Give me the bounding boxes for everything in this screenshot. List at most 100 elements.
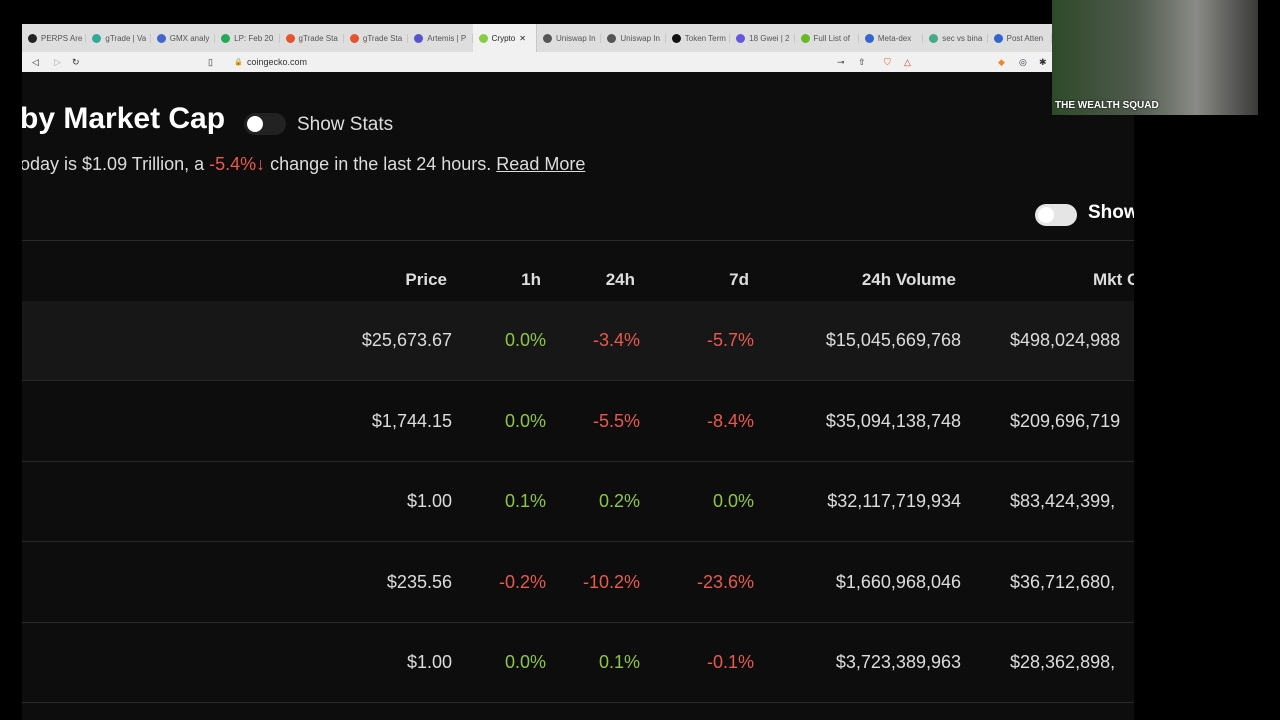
table-cell: 0.0% bbox=[504, 330, 546, 350]
table-row[interactable]: $25,673.67 0.0% -3.4% -5.7% $15,045,669,768 $… bbox=[22, 301, 1134, 381]
tab-title: Meta-dex bbox=[877, 33, 912, 43]
browser-tab[interactable]: Full List of bbox=[795, 33, 859, 43]
brave-shield-icon[interactable]: ⛉ bbox=[884, 56, 891, 67]
tab-strip: PERPS Are gTrade | Va GMX analy LP: Feb 20 g… bbox=[22, 24, 1052, 52]
browser-tab[interactable]: Uniswap In bbox=[601, 33, 666, 43]
market-summary: oday is $1.09 Trillion, a -5.4%↓ change … bbox=[22, 154, 585, 175]
table-cell: $25,673.67 bbox=[361, 330, 452, 350]
bookmark-icon[interactable]: ▯ bbox=[208, 56, 213, 67]
webcam-label: THE WEALTH SQUAD bbox=[1055, 100, 1159, 111]
show-label: Show bbox=[1088, 202, 1134, 223]
browser-tab[interactable]: 18 Gwei | 2 bbox=[730, 33, 795, 43]
table-cell: 0.0% bbox=[712, 491, 754, 511]
table-cell: -5.5% bbox=[592, 410, 640, 431]
table-cell: $36,712,680, bbox=[1010, 571, 1116, 592]
browser-tab[interactable]: Token Term bbox=[666, 33, 731, 43]
table-cell: $1,660,968,046 bbox=[835, 571, 961, 592]
table-cell: $1.00 bbox=[406, 491, 452, 511]
browser-tab[interactable]: Meta-dex bbox=[859, 33, 924, 43]
show-toggle[interactable] bbox=[1035, 204, 1077, 226]
url-field[interactable]: coingecko.com bbox=[247, 57, 308, 67]
table-cell: $3,723,389,963 bbox=[835, 652, 961, 672]
tab-favicon-icon bbox=[543, 33, 552, 43]
tab-favicon-icon bbox=[478, 33, 488, 43]
reload-icon[interactable]: ↻ bbox=[72, 56, 80, 67]
table-cell: -0.2% bbox=[498, 571, 546, 592]
table-cell: $83,424,399, bbox=[1010, 491, 1116, 511]
browser-tab[interactable]: gTrade Sta bbox=[280, 33, 344, 43]
browser-tab[interactable]: sec vs bina bbox=[923, 33, 988, 43]
browser-tab[interactable]: gTrade | Va bbox=[86, 33, 151, 43]
tab-favicon-icon bbox=[607, 33, 617, 43]
table-cell: $15,045,669,768 bbox=[825, 330, 961, 350]
tab-title: Post Atten bbox=[1006, 33, 1044, 43]
key-icon[interactable]: ⊸ bbox=[837, 56, 845, 67]
show-stats-toggle[interactable] bbox=[244, 113, 286, 135]
table-cell: 0.0% bbox=[504, 410, 546, 431]
summary-text: oday is $1.09 Trillion, a bbox=[22, 154, 210, 174]
table-cell: $35,094,138,748 bbox=[825, 410, 961, 431]
lock-icon: 🔒 bbox=[234, 59, 243, 66]
tab-favicon-icon bbox=[285, 33, 295, 43]
table-cell: -23.6% bbox=[696, 571, 754, 592]
metamask-icon[interactable]: ◆ bbox=[998, 56, 1005, 67]
tab-favicon-icon bbox=[864, 33, 874, 43]
browser-chrome: PERPS Are gTrade | Va GMX analy LP: Feb 20 g… bbox=[22, 24, 1052, 72]
table-cell: $1.00 bbox=[406, 652, 452, 672]
forward-icon[interactable]: ▷ bbox=[54, 56, 61, 67]
table-cell: 0.2% bbox=[598, 491, 640, 511]
extensions-puzzle-icon[interactable]: ✱ bbox=[1039, 56, 1047, 67]
tab-title: Uniswap In bbox=[556, 33, 596, 43]
column-header[interactable]: 24h bbox=[605, 270, 635, 289]
tab-title: GMX analy bbox=[169, 33, 210, 43]
table-cell: $28,362,898, bbox=[1010, 652, 1116, 672]
column-header[interactable]: Mkt C bbox=[1093, 270, 1134, 289]
tab-title: gTrade | Va bbox=[105, 33, 147, 43]
browser-tab[interactable]: gTrade Sta bbox=[344, 33, 409, 43]
table-cell: $32,117,719,934 bbox=[827, 491, 961, 511]
table-cell: $235.56 bbox=[386, 571, 452, 592]
tab-title: sec vs bina bbox=[942, 33, 983, 43]
browser-tab[interactable]: GMX analy bbox=[151, 33, 216, 43]
column-header[interactable]: Price bbox=[405, 270, 447, 289]
tab-favicon-icon bbox=[671, 33, 681, 43]
table-cell: $209,696,719 bbox=[1010, 410, 1121, 431]
market-change: -5.4%↓ bbox=[209, 154, 266, 174]
table-row[interactable]: $1.00 0.1% 0.2% 0.0% $32,117,719,934 $83,424,… bbox=[22, 462, 1134, 542]
read-more-link[interactable]: Read More bbox=[496, 154, 586, 174]
tab-title: gTrade Sta bbox=[298, 33, 338, 43]
brave-rewards-icon[interactable]: △ bbox=[904, 56, 911, 67]
table-row[interactable]: $1.00 0.0% 0.1% -0.1% $3,723,389,963 $28,362,… bbox=[22, 623, 1134, 703]
tab-title: 18 Gwei | 2 bbox=[749, 33, 790, 43]
back-icon[interactable]: ◁ bbox=[32, 56, 39, 67]
tab-favicon-icon bbox=[736, 33, 746, 43]
share-icon[interactable]: ⇧ bbox=[858, 56, 866, 67]
browser-tab[interactable]: Artemis | P bbox=[408, 33, 473, 43]
webcam-overlay: THE WEALTH SQUAD bbox=[1052, 0, 1258, 115]
tab-favicon-icon bbox=[92, 33, 102, 43]
tab-title: PERPS Are bbox=[41, 33, 83, 43]
browser-tab[interactable]: Post Atten bbox=[988, 33, 1052, 43]
tab-favicon-icon bbox=[414, 33, 424, 43]
browser-tab[interactable]: Crypto ✕ bbox=[472, 24, 537, 52]
table-cell: -3.4% bbox=[592, 330, 640, 350]
tab-favicon-icon bbox=[993, 33, 1003, 43]
extension-icon[interactable]: ◎ bbox=[1019, 56, 1027, 67]
browser-tab[interactable]: PERPS Are bbox=[22, 33, 87, 43]
column-header[interactable]: 1h bbox=[521, 270, 541, 289]
show-stats-label: Show Stats bbox=[297, 114, 394, 135]
column-header[interactable]: 7d bbox=[729, 270, 749, 289]
page-title: by Market Cap bbox=[22, 102, 226, 135]
browser-tab[interactable]: LP: Feb 20 bbox=[215, 33, 280, 43]
column-header[interactable]: 24h Volume bbox=[861, 270, 956, 289]
table-row[interactable]: $1,744.15 0.0% -5.5% -8.4% $35,094,138,748 $2… bbox=[22, 382, 1134, 462]
table-cell: $498,024,988 bbox=[1010, 330, 1121, 350]
close-tab-icon[interactable]: ✕ bbox=[519, 33, 526, 43]
tab-favicon-icon bbox=[349, 33, 359, 43]
summary-text-suffix: change in the last 24 hours. bbox=[265, 154, 497, 174]
browser-tab[interactable]: Uniswap In bbox=[537, 33, 602, 43]
tab-title: Artemis | P bbox=[427, 33, 467, 43]
table-cell: 0.1% bbox=[598, 652, 640, 672]
table-row[interactable]: $235.56 -0.2% -10.2% -23.6% $1,660,968,046 $3… bbox=[22, 543, 1134, 623]
address-bar-row: ◁ ▷ ↻ ▯ 🔒 coingecko.com ⊸ ⇧ ⛉ △ ◆ ◎ ✱ bbox=[22, 52, 1052, 72]
